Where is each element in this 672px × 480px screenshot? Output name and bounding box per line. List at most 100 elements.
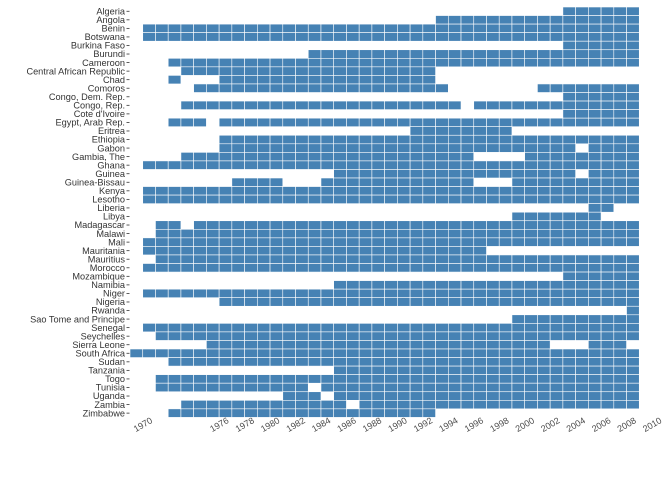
heatmap-cell [218, 117, 233, 128]
heatmap-cell [562, 92, 576, 102]
heatmap-cell [244, 66, 258, 76]
heatmap-cell [588, 254, 602, 264]
heatmap-cell [447, 126, 462, 136]
heatmap-cell [447, 23, 462, 33]
heatmap-cell [257, 75, 271, 85]
heatmap-cell [269, 152, 284, 162]
heatmap-cell [537, 323, 551, 333]
country-label: Congo, Dem. Rep. [49, 92, 125, 102]
heatmap-cell [549, 57, 564, 68]
heatmap-cell [397, 117, 411, 128]
heatmap-cell [486, 160, 500, 170]
heatmap-cell [435, 374, 449, 384]
heatmap-cell [588, 331, 602, 341]
heatmap-cell [511, 160, 525, 170]
heatmap-cell [435, 134, 449, 145]
heatmap-cell [562, 220, 576, 230]
heatmap-cell [307, 143, 322, 153]
heatmap-cell [498, 143, 513, 153]
heatmap-cell [397, 280, 411, 290]
heatmap-cell [486, 382, 500, 393]
heatmap-cell [409, 263, 424, 273]
heatmap-cell [269, 374, 284, 384]
heatmap-cell [447, 399, 462, 410]
heatmap-cell [269, 117, 284, 128]
heatmap-cell [320, 117, 335, 128]
heatmap-cell [269, 297, 284, 307]
heatmap-cell [333, 117, 347, 128]
heatmap-cell [473, 220, 487, 230]
heatmap-cell [460, 399, 475, 410]
heatmap-cell [447, 237, 462, 247]
heatmap-cell [447, 57, 462, 68]
heatmap-cell [613, 323, 627, 333]
heatmap-cell [218, 32, 233, 42]
x-tick-label: 2000 [514, 415, 536, 434]
heatmap-cell [218, 323, 233, 333]
heatmap-cell [269, 323, 284, 333]
heatmap-cell [257, 220, 271, 230]
heatmap-cell [358, 177, 373, 187]
heatmap-cell [397, 323, 411, 333]
heatmap-cell [435, 297, 449, 307]
heatmap-cell [562, 143, 576, 153]
heatmap-cell [422, 280, 436, 290]
heatmap-cell [562, 271, 576, 281]
heatmap-cell [333, 263, 347, 273]
heatmap-cell [155, 32, 169, 42]
heatmap-cell [562, 382, 576, 393]
heatmap-cell [549, 15, 564, 25]
heatmap-cell [384, 75, 398, 85]
heatmap-cell [346, 323, 360, 333]
heatmap-cell [435, 49, 449, 59]
heatmap-cell [422, 100, 436, 110]
heatmap-cell [588, 391, 602, 401]
heatmap-cell [295, 357, 309, 367]
heatmap-cell [180, 323, 194, 333]
heatmap-cell [600, 288, 615, 298]
heatmap-cell [626, 186, 640, 196]
heatmap-cell [244, 177, 258, 187]
heatmap-cell [409, 348, 424, 358]
heatmap-cell [295, 152, 309, 162]
heatmap-cell [307, 331, 322, 341]
heatmap-cell [257, 83, 271, 93]
heatmap-cell [358, 152, 373, 162]
country-label: Guinea-Bissau [65, 177, 125, 187]
heatmap-cell [257, 323, 271, 333]
heatmap-cell [460, 134, 475, 145]
heatmap-cell [282, 100, 296, 110]
heatmap-cell [460, 126, 475, 136]
heatmap-cell [231, 254, 245, 264]
heatmap-cell [206, 348, 220, 358]
heatmap-cell [575, 92, 589, 102]
heatmap-cell [562, 280, 576, 290]
heatmap-cell [600, 203, 615, 213]
heatmap-cell [613, 357, 627, 367]
country-label: Kenya [99, 186, 126, 196]
heatmap-cell [307, 83, 322, 93]
country-label: Seychelles [81, 331, 126, 341]
country-label: South Africa [75, 348, 125, 358]
heatmap-cell [231, 237, 245, 247]
heatmap-cell [320, 382, 335, 393]
heatmap-cell [257, 117, 271, 128]
heatmap-cell [549, 314, 564, 324]
heatmap-cell [549, 391, 564, 401]
heatmap-cell [346, 331, 360, 341]
heatmap-cell [498, 280, 513, 290]
heatmap-cell [409, 49, 424, 59]
heatmap-cell [180, 374, 194, 384]
heatmap-cell [320, 83, 335, 93]
heatmap-cell [600, 323, 615, 333]
heatmap-cell [575, 177, 589, 187]
heatmap-cell [409, 32, 424, 42]
heatmap-cell [409, 194, 424, 204]
heatmap-cell [231, 100, 245, 110]
heatmap-cell [422, 186, 436, 196]
heatmap-cell [193, 263, 207, 273]
heatmap-cell [384, 49, 398, 59]
heatmap-cell [460, 365, 475, 375]
heatmap-cell [460, 288, 475, 298]
heatmap-cell [588, 152, 602, 162]
